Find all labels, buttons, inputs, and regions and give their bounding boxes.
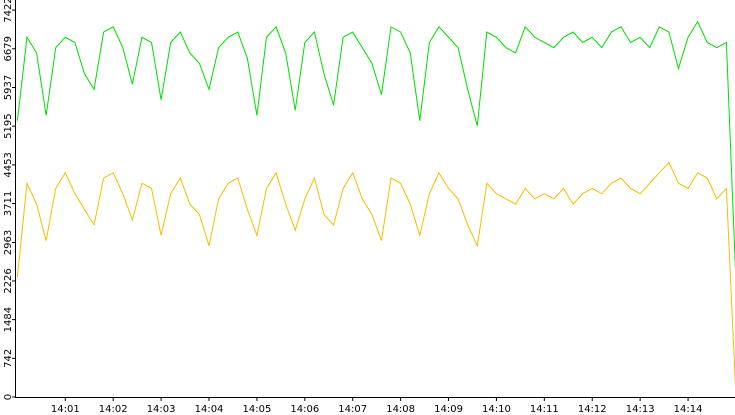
x-tick-label: 14:09 bbox=[434, 404, 463, 415]
x-tick-label: 14:02 bbox=[99, 404, 128, 415]
y-tick-label: 5195 bbox=[3, 113, 14, 138]
y-tick-label: 3711 bbox=[3, 191, 14, 216]
x-tick-label: 14:14 bbox=[674, 404, 703, 415]
x-tick-label: 14:13 bbox=[626, 404, 655, 415]
x-tick-label: 14:04 bbox=[195, 404, 224, 415]
x-tick-label: 14:08 bbox=[386, 404, 415, 415]
y-tick-label: 5937 bbox=[3, 75, 14, 100]
y-tick-label: 742 bbox=[3, 349, 14, 368]
y-tick-label: 0 bbox=[3, 394, 14, 400]
x-tick-label: 14:06 bbox=[290, 404, 319, 415]
y-tick-label: 7422 bbox=[3, 0, 14, 23]
series-line bbox=[16, 161, 735, 388]
y-tick-label: 6679 bbox=[3, 36, 14, 61]
x-tick-label: 14:12 bbox=[578, 404, 607, 415]
x-tick-label: 14:05 bbox=[243, 404, 272, 415]
series-line bbox=[16, 20, 735, 271]
y-tick-label: 2226 bbox=[3, 268, 14, 293]
y-tick-label: 2963 bbox=[3, 230, 14, 255]
x-tick-label: 14:11 bbox=[530, 404, 559, 415]
x-tick-label: 14:03 bbox=[147, 404, 176, 415]
y-tick-label: 1484 bbox=[3, 307, 14, 332]
x-tick-label: 14:01 bbox=[51, 404, 80, 415]
x-tick-label: 14:10 bbox=[482, 404, 511, 415]
y-tick-label: 4453 bbox=[3, 152, 14, 177]
x-tick-label: 14:07 bbox=[338, 404, 367, 415]
